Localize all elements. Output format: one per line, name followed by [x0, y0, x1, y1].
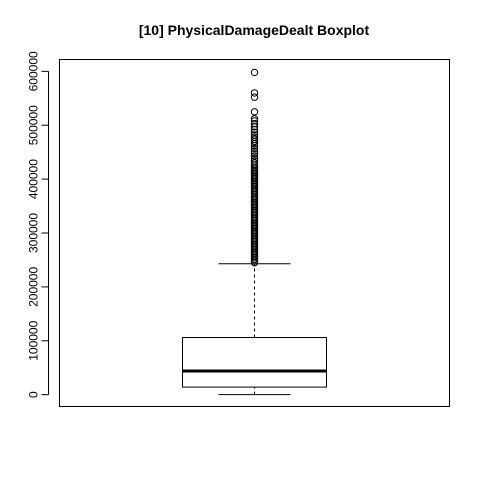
outlier-point	[250, 119, 259, 128]
y-tick-label: 100000	[27, 320, 41, 360]
outlier-point	[250, 115, 259, 123]
outlier-point	[250, 154, 259, 163]
y-axis: 0 100000 200000 300000 400000 500000 600000	[27, 51, 49, 398]
y-tick-label: 600000	[27, 51, 41, 91]
interquartile-box	[182, 337, 327, 388]
plot-frame	[59, 59, 450, 407]
outlier-point	[250, 93, 259, 101]
outlier-point	[250, 147, 259, 155]
outlier-point	[250, 157, 259, 165]
y-tick-label: 500000	[27, 105, 41, 145]
y-tick-label: 300000	[27, 213, 41, 253]
outlier-point	[250, 131, 259, 139]
y-tick-label: 400000	[27, 159, 41, 199]
outlier-points	[250, 68, 259, 267]
outlier-point	[250, 152, 259, 160]
y-tick-label: 200000	[27, 267, 41, 307]
outlier-point	[250, 149, 259, 157]
outlier-point	[250, 68, 259, 77]
chart-title: [10] PhysicalDamageDealt Boxplot	[139, 22, 370, 38]
outlier-point	[250, 128, 259, 136]
outlier-point	[250, 117, 259, 125]
outlier-point	[250, 89, 259, 97]
y-tick-label: 0	[27, 391, 41, 398]
boxplot	[182, 263, 327, 396]
outlier-point	[250, 108, 259, 116]
outlier-point	[250, 144, 259, 153]
outlier-point	[250, 133, 259, 141]
outlier-point	[250, 159, 259, 167]
outlier-point	[250, 135, 259, 143]
